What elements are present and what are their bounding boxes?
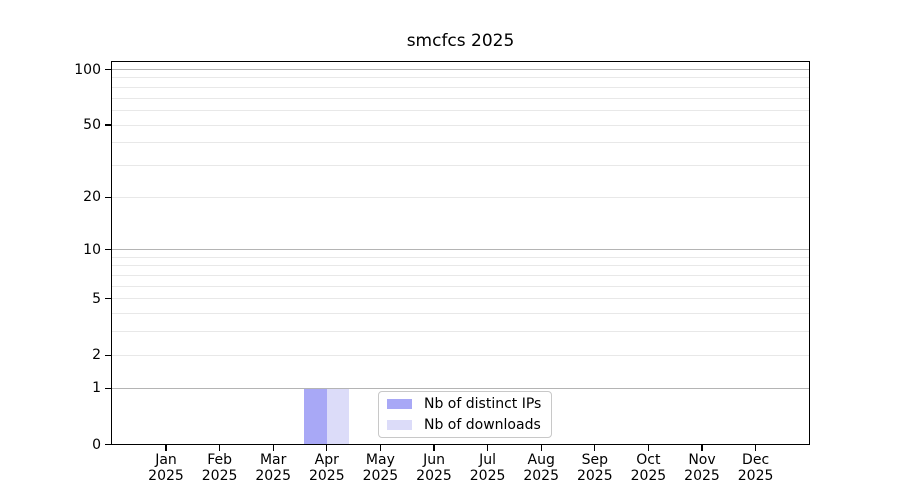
legend-swatch-nb-of-downloads — [387, 420, 412, 430]
y-tick-label-0: 0 — [92, 436, 101, 453]
gridline-minor-50 — [112, 124, 809, 126]
legend-label: Nb of distinct IPs — [424, 396, 542, 412]
gridline-minor-2 — [112, 354, 809, 356]
x-tick-year: 2025 — [362, 468, 399, 484]
x-tick-year: 2025 — [416, 468, 452, 484]
y-tick-mark-20 — [105, 196, 111, 198]
gridline-minor-6 — [112, 285, 809, 287]
legend-entry-nb-of-downloads: Nb of downloads — [387, 417, 543, 433]
gridline-minor-5 — [112, 298, 809, 300]
x-tick-month: Jan — [155, 451, 177, 468]
y-tick-label-10: 10 — [83, 241, 101, 258]
x-tick-mark-feb — [219, 444, 221, 451]
y-tick-mark-0 — [105, 443, 111, 446]
x-tick-label-feb: Feb 2025 — [190, 452, 250, 485]
x-tick-month: Sep — [581, 451, 608, 468]
x-tick-mark-aug — [540, 444, 542, 451]
y-tick-label-5: 5 — [92, 290, 101, 307]
x-tick-label-dec: Dec 2025 — [726, 452, 786, 485]
x-tick-month: Oct — [636, 451, 661, 468]
legend-swatch-nb-of-distinct-ips — [387, 399, 412, 409]
x-tick-month: Mar — [259, 451, 287, 468]
x-tick-label-sep: Sep 2025 — [565, 452, 625, 485]
y-tick-mark-50 — [105, 124, 111, 126]
x-tick-year: 2025 — [469, 468, 506, 484]
x-tick-year: 2025 — [737, 468, 774, 484]
x-tick-year: 2025 — [576, 468, 613, 484]
gridline-minor-9 — [112, 256, 809, 258]
x-tick-label-nov: Nov 2025 — [672, 452, 732, 485]
x-tick-label-may: May 2025 — [350, 452, 410, 485]
y-tick-mark-100 — [105, 68, 111, 71]
x-tick-month: Jul — [479, 451, 497, 468]
x-tick-year: 2025 — [684, 468, 720, 484]
x-tick-year: 2025 — [201, 468, 238, 484]
x-tick-mark-jan — [165, 444, 167, 451]
x-tick-mark-mar — [272, 444, 274, 451]
bar-apr-nb-of-distinct-ips — [304, 388, 327, 445]
x-tick-year: 2025 — [630, 468, 667, 484]
gridline-minor-90 — [112, 77, 809, 79]
gridline-major-10 — [112, 249, 809, 251]
x-tick-mark-apr — [326, 444, 328, 451]
gridline-minor-40 — [112, 142, 809, 144]
x-tick-mark-dec — [755, 444, 757, 451]
y-tick-label-50: 50 — [83, 117, 101, 134]
gridline-minor-30 — [112, 164, 809, 166]
bars-layer — [112, 62, 809, 445]
y-tick-mark-1 — [105, 387, 111, 389]
x-tick-month: Aug — [527, 451, 555, 468]
x-tick-label-jul: Jul 2025 — [458, 452, 518, 485]
gridline-minor-60 — [112, 109, 809, 111]
x-tick-label-mar: Mar 2025 — [243, 452, 303, 485]
x-tick-month: Nov — [688, 451, 716, 468]
gridline-major-1 — [112, 387, 809, 389]
gridline-minor-7 — [112, 275, 809, 277]
x-tick-label-jan: Jan 2025 — [136, 452, 196, 485]
y-tick-mark-2 — [105, 354, 111, 356]
legend: Nb of distinct IPs Nb of downloads — [378, 391, 552, 438]
plot-area — [111, 61, 810, 445]
gridline-minor-80 — [112, 86, 809, 88]
gridline-major-100 — [112, 69, 809, 70]
x-tick-month: Feb — [207, 451, 232, 468]
x-tick-label-aug: Aug 2025 — [511, 452, 571, 485]
x-tick-label-oct: Oct 2025 — [618, 452, 678, 485]
y-tick-mark-5 — [105, 298, 111, 300]
chart-title: smcfcs 2025 — [406, 31, 515, 51]
x-tick-label-apr: Apr 2025 — [297, 452, 357, 485]
gridline-minor-4 — [112, 313, 809, 315]
x-tick-mark-sep — [594, 444, 596, 451]
y-tick-label-20: 20 — [83, 189, 101, 206]
x-tick-mark-nov — [701, 444, 703, 451]
x-tick-month: May — [365, 451, 395, 468]
gridline-minor-70 — [112, 97, 809, 99]
x-tick-mark-jun — [433, 444, 435, 451]
x-tick-year: 2025 — [148, 468, 184, 484]
legend-entry-nb-of-distinct-ips: Nb of distinct IPs — [387, 396, 543, 412]
gridline-minor-8 — [112, 265, 809, 267]
legend-label: Nb of downloads — [424, 417, 541, 433]
x-tick-year: 2025 — [308, 468, 345, 484]
gridline-minor-20 — [112, 196, 809, 198]
y-tick-label-2: 2 — [92, 347, 101, 364]
gridline-minor-3 — [112, 331, 809, 333]
y-tick-label-1: 1 — [92, 380, 101, 397]
x-tick-label-jun: Jun 2025 — [404, 452, 464, 485]
x-tick-month: Dec — [742, 451, 770, 468]
x-tick-year: 2025 — [255, 468, 291, 484]
y-tick-label-100: 100 — [74, 61, 101, 78]
x-tick-month: Jun — [423, 451, 445, 468]
y-tick-mark-10 — [105, 249, 111, 251]
x-tick-mark-may — [379, 444, 381, 451]
bar-apr-nb-of-downloads — [326, 388, 350, 445]
x-tick-mark-jul — [487, 444, 489, 451]
x-tick-month: Apr — [314, 451, 339, 468]
x-tick-year: 2025 — [523, 468, 559, 484]
x-tick-mark-oct — [647, 444, 649, 451]
grid-layer — [112, 62, 809, 444]
